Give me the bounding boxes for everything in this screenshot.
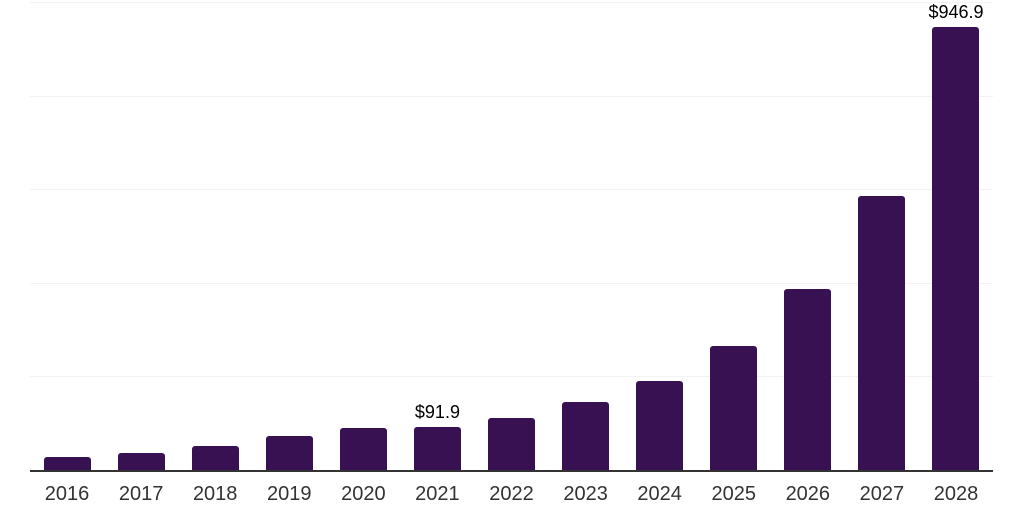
bar-column-2023 <box>549 2 623 470</box>
bar-column-2026 <box>771 2 845 470</box>
bar-value-label-2028: $946.9 <box>928 2 984 23</box>
gridline <box>30 376 993 378</box>
x-axis-label-2019: 2019 <box>267 483 312 505</box>
bar-column-2022 <box>474 2 548 470</box>
bars-row: $91.9 $946.9 <box>30 2 993 470</box>
bar-column-2027 <box>845 2 919 470</box>
bar-column-2024 <box>623 2 697 470</box>
gridline <box>30 282 993 284</box>
x-axis-label-2022: 2022 <box>489 483 534 505</box>
x-axis-label-2020: 2020 <box>341 483 386 505</box>
bar-column-2017 <box>104 2 178 470</box>
bar-2016 <box>43 457 91 470</box>
bar-column-2018 <box>178 2 252 470</box>
bar-2025 <box>710 345 758 470</box>
bar-column-2019 <box>252 2 326 470</box>
bar-column-2025 <box>697 2 771 470</box>
x-axis-label-2028: 2028 <box>933 483 979 505</box>
bar-2021 <box>413 427 461 470</box>
x-axis-label-2027: 2027 <box>859 483 905 505</box>
plot-area: $91.9 $946.9 <box>30 2 993 472</box>
bar-2019 <box>265 436 313 470</box>
x-axis-label-2023: 2023 <box>563 483 608 505</box>
bar-2023 <box>562 402 610 470</box>
bar-2020 <box>339 428 387 470</box>
x-axis-labels: 2016 2017 2018 2019 2020 2021 2022 2023 2024 2025… <box>30 472 993 506</box>
bar-2024 <box>636 381 684 470</box>
gridline <box>30 189 993 191</box>
gridline <box>30 2 993 3</box>
x-axis-label-2024: 2024 <box>637 483 682 505</box>
x-axis-label-2026: 2026 <box>785 483 831 505</box>
bar-column-2021: $91.9 <box>400 2 474 470</box>
gridline <box>30 95 993 97</box>
bar-2028 <box>932 26 980 470</box>
bar-column-2016 <box>30 2 104 470</box>
bar-2026 <box>784 289 832 470</box>
x-axis-label-2025: 2025 <box>711 483 756 505</box>
x-axis-label-2017: 2017 <box>118 483 164 505</box>
bar-column-2028: $946.9 <box>919 2 993 470</box>
x-axis-label-2018: 2018 <box>192 483 238 505</box>
bar-2027 <box>858 195 906 470</box>
bar-column-2020 <box>326 2 400 470</box>
x-axis-label-2016: 2016 <box>44 483 90 505</box>
bar-2022 <box>488 418 535 470</box>
bar-2017 <box>117 453 165 470</box>
bar-2018 <box>191 446 239 470</box>
bar-value-label-2021: $91.9 <box>414 402 460 423</box>
x-axis-label-2021: 2021 <box>415 483 460 505</box>
